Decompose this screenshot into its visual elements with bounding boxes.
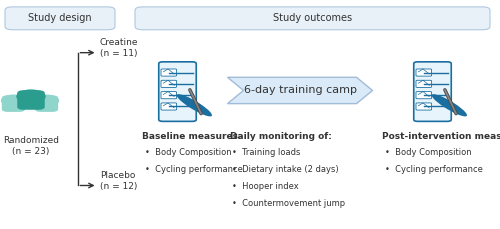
Text: •  Dietary intake (2 days): • Dietary intake (2 days) xyxy=(232,165,339,174)
Text: •  Body Composition: • Body Composition xyxy=(385,148,472,157)
Text: •  Cycling performance: • Cycling performance xyxy=(385,165,483,174)
FancyBboxPatch shape xyxy=(2,95,25,112)
Text: Placebo
(n = 12): Placebo (n = 12) xyxy=(100,171,138,191)
FancyBboxPatch shape xyxy=(416,69,432,76)
Text: 6-day training camp: 6-day training camp xyxy=(244,85,356,95)
FancyBboxPatch shape xyxy=(161,92,176,99)
Circle shape xyxy=(34,95,58,106)
Ellipse shape xyxy=(177,94,212,116)
Text: •  Training loads: • Training loads xyxy=(232,148,301,157)
FancyBboxPatch shape xyxy=(161,103,176,110)
Circle shape xyxy=(2,95,25,106)
Text: Post-intervention measures:: Post-intervention measures: xyxy=(382,132,500,141)
Ellipse shape xyxy=(432,94,467,116)
FancyBboxPatch shape xyxy=(414,62,451,121)
Text: Study design: Study design xyxy=(28,13,92,23)
FancyBboxPatch shape xyxy=(416,103,432,110)
Text: Daily monitoring of:: Daily monitoring of: xyxy=(230,132,332,141)
FancyBboxPatch shape xyxy=(159,62,196,121)
Text: Baseline measures:: Baseline measures: xyxy=(142,132,242,141)
Circle shape xyxy=(17,90,45,103)
Text: •  Countermovement jump: • Countermovement jump xyxy=(232,199,345,207)
FancyBboxPatch shape xyxy=(416,92,432,99)
FancyBboxPatch shape xyxy=(5,7,115,30)
Polygon shape xyxy=(228,77,372,104)
Text: •  Cycling performance: • Cycling performance xyxy=(145,165,243,174)
FancyBboxPatch shape xyxy=(35,95,58,112)
FancyBboxPatch shape xyxy=(135,7,490,30)
Text: Randomized
(n = 23): Randomized (n = 23) xyxy=(3,136,59,156)
Text: Study outcomes: Study outcomes xyxy=(273,13,352,23)
Text: •  Hooper index: • Hooper index xyxy=(232,182,299,191)
FancyBboxPatch shape xyxy=(416,80,432,87)
Text: •  Body Composition: • Body Composition xyxy=(145,148,232,157)
Text: Creatine
(n = 11): Creatine (n = 11) xyxy=(100,38,138,58)
FancyBboxPatch shape xyxy=(161,69,176,76)
FancyBboxPatch shape xyxy=(17,90,45,110)
FancyBboxPatch shape xyxy=(161,80,176,87)
